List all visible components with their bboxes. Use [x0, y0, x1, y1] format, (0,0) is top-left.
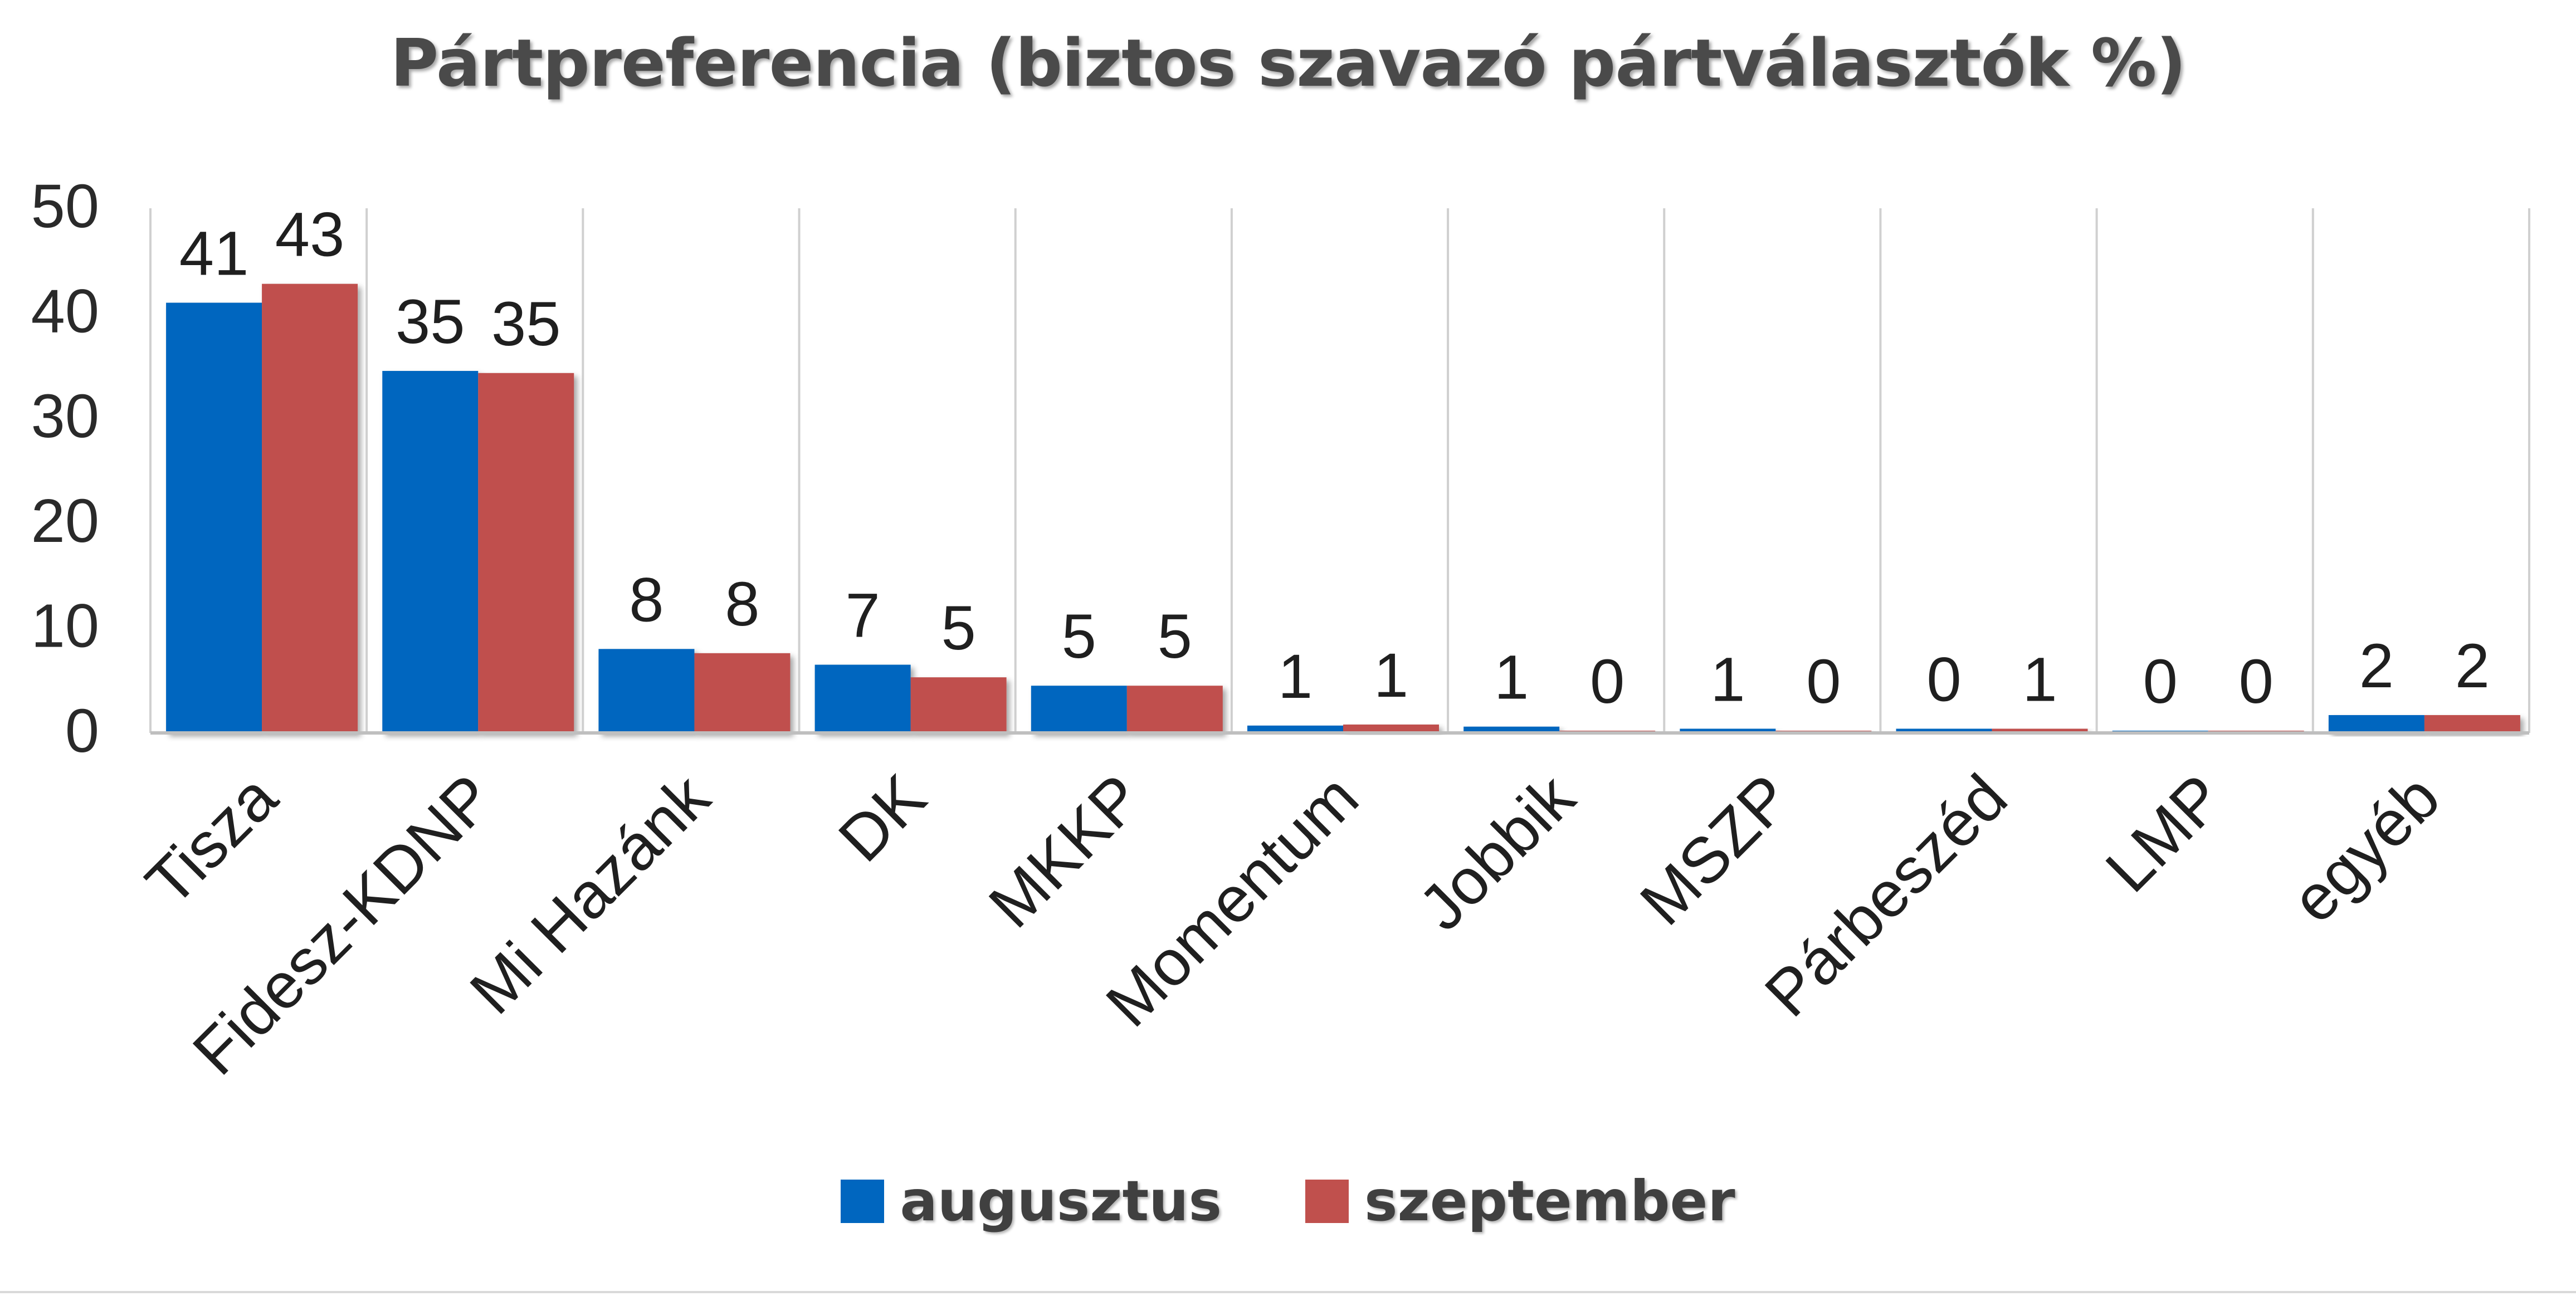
x-tick-label: Mi Hazánk — [456, 760, 724, 1028]
data-label: 1 — [1278, 642, 1313, 711]
bar-szeptember-5 — [1343, 724, 1439, 733]
bar-augusztus-1 — [382, 371, 479, 733]
data-label: 35 — [491, 289, 561, 359]
bar-augusztus-8 — [1896, 728, 1992, 733]
legend: augusztus szeptember — [0, 1168, 2576, 1234]
x-tick-label: egyéb — [2277, 761, 2453, 936]
data-label: 1 — [1494, 643, 1529, 712]
x-tick-label: MKKP — [975, 761, 1155, 941]
legend-label-szeptember: szeptember — [1364, 1168, 1735, 1234]
chart-title: Pártpreferencia (biztos szavazó pártvála… — [390, 25, 2187, 101]
y-tick-label: 0 — [65, 697, 99, 765]
data-label: 35 — [396, 287, 465, 356]
bar-augusztus-3 — [814, 664, 911, 733]
x-tick-label: DK — [824, 761, 939, 876]
legend-swatch-szeptember — [1305, 1179, 1349, 1223]
data-label: 8 — [629, 565, 663, 634]
y-tick-label: 20 — [31, 487, 99, 555]
data-label: 5 — [1062, 601, 1096, 671]
bar-augusztus-0 — [166, 302, 262, 733]
data-label: 0 — [2143, 647, 2178, 716]
data-label: 0 — [1926, 644, 1961, 714]
bar-augusztus-6 — [1463, 726, 1560, 733]
bar-szeptember-10 — [2424, 715, 2520, 733]
legend-item-augusztus: augusztus — [841, 1168, 1222, 1234]
data-label: 2 — [2455, 631, 2490, 701]
x-tick-label: LMP — [2092, 761, 2237, 906]
y-tick-label: 10 — [31, 592, 99, 661]
x-tick-label: Tisza — [132, 760, 291, 919]
data-label: 2 — [2359, 631, 2394, 701]
data-label: 8 — [725, 569, 759, 639]
data-label: 0 — [2239, 647, 2273, 716]
data-label: 1 — [1374, 640, 1408, 710]
y-tick-label: 50 — [31, 172, 99, 241]
bar-szeptember-4 — [1126, 686, 1223, 733]
data-label: 1 — [2022, 644, 2057, 714]
bar-szeptember-3 — [910, 677, 1007, 733]
bar-augusztus-7 — [1680, 728, 1776, 733]
data-label: 1 — [1710, 644, 1745, 714]
x-tick-label: Jobbik — [1405, 760, 1589, 944]
y-tick-label: 30 — [31, 382, 99, 451]
data-label: 5 — [1158, 601, 1192, 671]
data-label: 41 — [179, 219, 249, 288]
data-label: 5 — [941, 593, 975, 663]
x-tick-label: MSZP — [1626, 761, 1804, 939]
bar-augusztus-4 — [1031, 686, 1127, 733]
bar-szeptember-1 — [478, 373, 574, 733]
bar-szeptember-2 — [694, 653, 791, 733]
bar-szeptember-0 — [262, 283, 358, 733]
bar-augusztus-2 — [598, 649, 695, 733]
legend-swatch-augusztus — [841, 1179, 885, 1223]
bar-augusztus-10 — [2328, 715, 2424, 733]
bar-augusztus-5 — [1247, 725, 1343, 733]
y-tick-label: 40 — [31, 277, 99, 345]
legend-item-szeptember: szeptember — [1305, 1168, 1735, 1234]
data-label: 0 — [1590, 647, 1624, 716]
data-label: 0 — [1806, 647, 1841, 716]
legend-label-augusztus: augusztus — [900, 1168, 1222, 1234]
bar-szeptember-8 — [1992, 728, 2088, 733]
bottom-divider — [0, 1291, 2576, 1293]
data-label: 7 — [845, 581, 880, 650]
data-label: 43 — [275, 200, 345, 270]
